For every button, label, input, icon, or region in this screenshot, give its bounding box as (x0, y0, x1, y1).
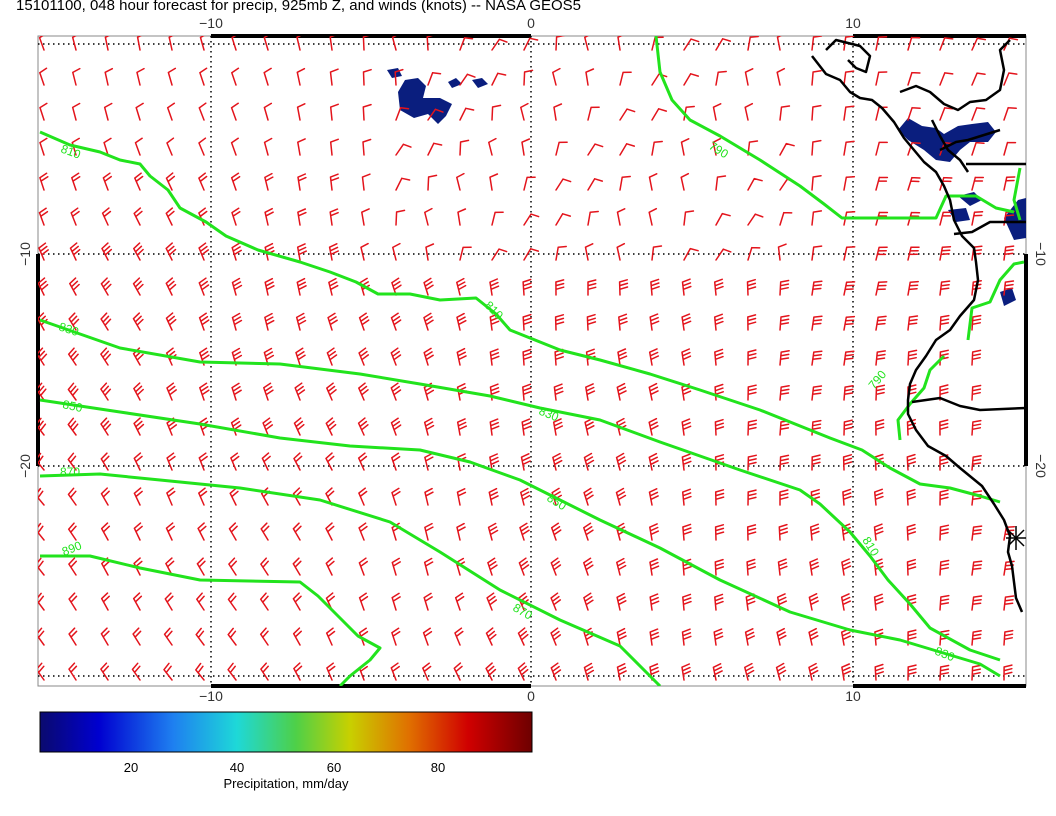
wind-barbs (38, 36, 1019, 681)
asterisk-icon (1006, 526, 1026, 550)
colorbar: 20 40 60 80 Precipitation, mm/day (39, 711, 533, 791)
x-tick-bottom: −10 (199, 688, 223, 704)
x-tick-top: 10 (845, 15, 861, 31)
colorbar-tick: 80 (431, 760, 445, 775)
colorbar-tick: 40 (230, 760, 244, 775)
x-tick-bottom: 0 (527, 688, 535, 704)
axis-labels: −10 0 10 −10 0 10 −10 −20 −10 −20 (17, 15, 1049, 704)
y-tick-right: −20 (1033, 454, 1049, 478)
y-tick-left: −20 (17, 454, 33, 478)
coastline (811, 38, 1026, 613)
x-tick-top: 0 (527, 15, 535, 31)
wind-barb-set (38, 36, 1019, 681)
map-title: 15101100, 048 hour forecast for precip, … (16, 0, 582, 14)
y-tick-left: −10 (17, 242, 33, 266)
y-tick-right: −10 (1033, 242, 1049, 266)
x-tick-top: −10 (199, 15, 223, 31)
contour-label: 810 (59, 142, 83, 162)
colorbar-tick: 20 (124, 760, 138, 775)
precip-areas (387, 68, 1026, 306)
axis-bars (36, 34, 1028, 688)
colorbar-label: Precipitation, mm/day (224, 776, 349, 791)
contour-label: 850 (61, 397, 84, 415)
height-contours (39, 36, 1025, 686)
contour-label: 830 (57, 320, 81, 340)
x-tick-bottom: 10 (845, 688, 861, 704)
colorbar-gradient (39, 711, 533, 753)
contour-label: 870 (60, 465, 80, 479)
colorbar-tick: 60 (327, 760, 341, 775)
